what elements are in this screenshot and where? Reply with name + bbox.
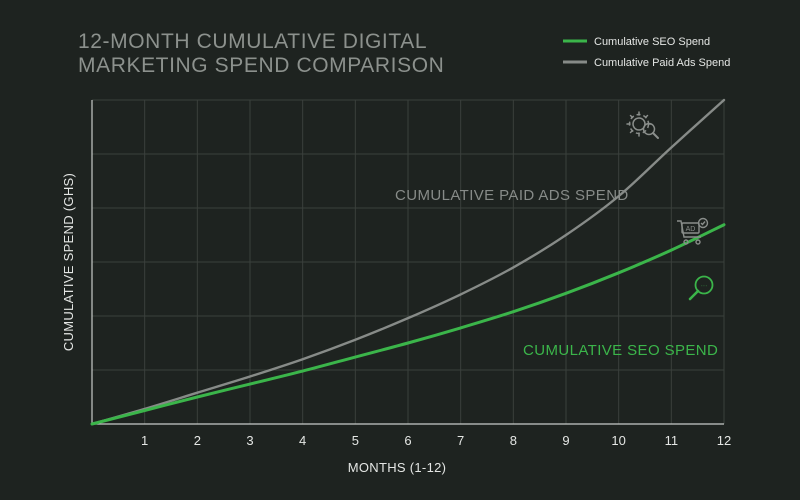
- svg-text:···: ···: [701, 283, 708, 290]
- series-label-seo: CUMULATIVE SEO SPEND: [523, 342, 718, 359]
- x-tick-label: 2: [194, 433, 201, 448]
- legend-label-paid-ads: Cumulative Paid Ads Spend: [594, 57, 730, 69]
- x-tick-label: 7: [457, 433, 464, 448]
- grid: [92, 99, 725, 424]
- chart-title-line-2: MARKETING SPEND COMPARISON: [78, 54, 444, 77]
- gear-search-icon: [626, 111, 659, 139]
- x-tick-label: 8: [510, 433, 517, 448]
- x-tick-label: 11: [665, 433, 679, 448]
- svg-text:AD: AD: [686, 226, 696, 233]
- x-tick-label: 9: [562, 433, 569, 448]
- x-tick-label: 1: [141, 433, 148, 448]
- x-tick-label: 12: [717, 433, 731, 448]
- x-tick-label: 10: [611, 433, 625, 448]
- seo-search-icon: ···: [688, 275, 714, 301]
- x-tick-label: 5: [352, 433, 359, 448]
- series-line-paid-ads: [90, 98, 726, 426]
- x-tick-labels: 1 2 3 4 5 6 7 8 9 10 11 12: [141, 433, 731, 448]
- series-label-paid-ads: CUMULATIVE PAID ADS SPEND: [395, 187, 629, 204]
- legend: Cumulative SEO Spend Cumulative Paid Ads…: [563, 36, 730, 69]
- x-tick-label: 3: [246, 433, 253, 448]
- ad-cart-icon: AD: [677, 217, 709, 245]
- series: [90, 98, 726, 426]
- x-tick-label: 4: [299, 433, 306, 448]
- x-tick-label: 6: [404, 433, 411, 448]
- y-axis-label: CUMULATIVE SPEND (GHS): [61, 173, 76, 351]
- legend-label-seo: Cumulative SEO Spend: [594, 36, 710, 48]
- chart-title-line-1: 12-MONTH CUMULATIVE DIGITAL: [78, 30, 427, 53]
- x-axis-label: MONTHS (1-12): [348, 460, 447, 475]
